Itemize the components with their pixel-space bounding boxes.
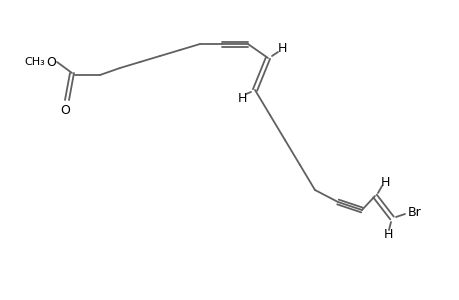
Text: CH₃: CH₃ (25, 57, 45, 67)
Text: O: O (46, 56, 56, 68)
Text: H: H (277, 41, 286, 55)
Text: O: O (60, 103, 70, 116)
Text: Br: Br (407, 206, 421, 218)
Text: H: H (380, 176, 389, 188)
Text: H: H (237, 92, 246, 104)
Text: H: H (382, 227, 392, 241)
